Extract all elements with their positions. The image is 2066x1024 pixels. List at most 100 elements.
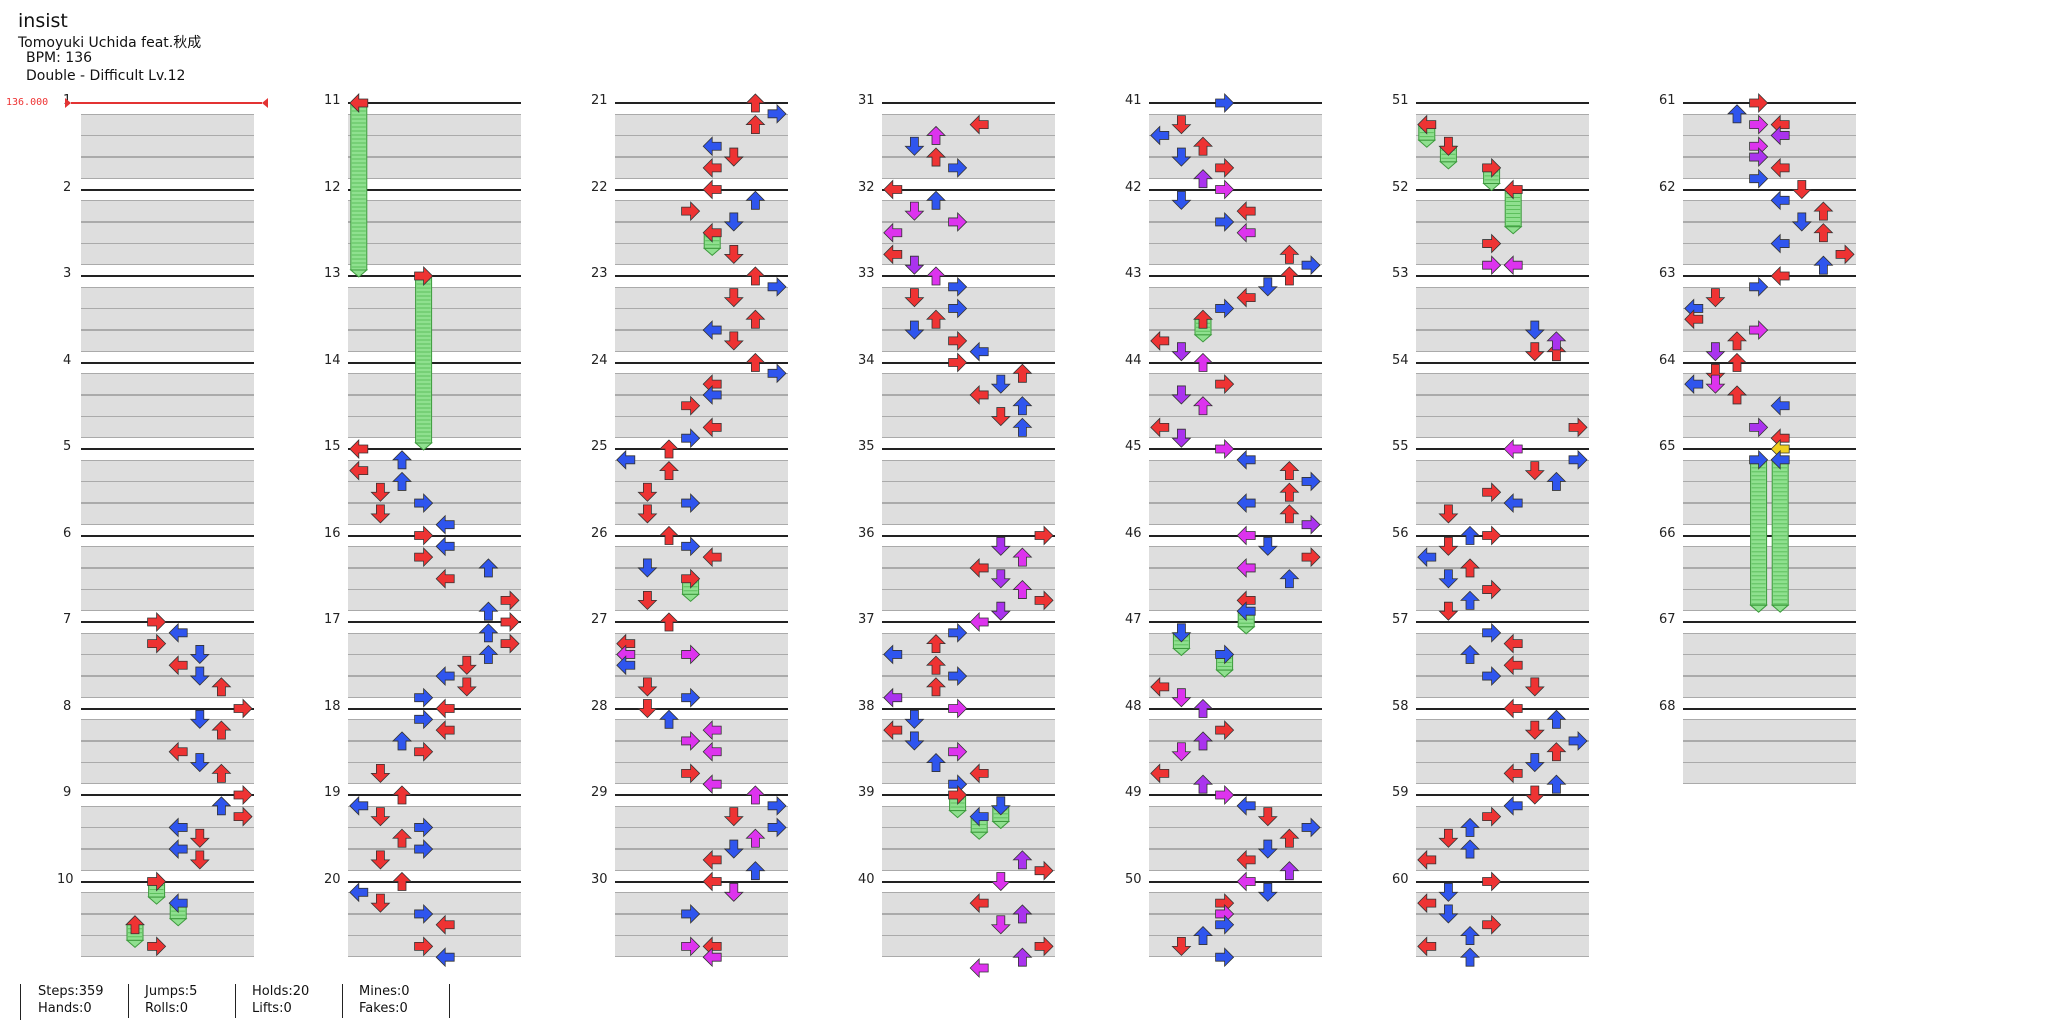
measure-number: 18	[324, 698, 341, 714]
beat-stripe	[882, 329, 1055, 352]
beat-stripe	[882, 935, 1055, 958]
measure-line	[615, 275, 788, 277]
measure	[1149, 188, 1322, 277]
measure-line	[1149, 621, 1322, 623]
beat-stripe	[81, 913, 254, 936]
beat-stripe	[615, 719, 788, 742]
beat-stripe	[882, 502, 1055, 525]
beat-stripe	[1416, 459, 1589, 482]
measure-line	[882, 102, 1055, 104]
measure-number: 4	[63, 352, 72, 368]
beat-stripe	[348, 286, 521, 309]
beat-stripe	[615, 935, 788, 958]
measure-number: 9	[63, 785, 72, 800]
measure-line	[348, 534, 521, 537]
measure-number: 38	[858, 698, 875, 714]
measure-line	[348, 188, 521, 191]
beat-stripe	[1416, 329, 1589, 352]
measure-line	[81, 361, 254, 364]
measure-number: 49	[1125, 785, 1142, 800]
beat-stripe	[1149, 135, 1322, 158]
beat-stripe	[882, 892, 1055, 915]
beat-stripe	[1683, 567, 1856, 590]
measure-line	[81, 534, 254, 537]
measure	[1683, 275, 1856, 363]
beat-stripe	[1149, 156, 1322, 179]
beat-stripe	[1683, 740, 1856, 763]
beat-stripe	[1416, 221, 1589, 244]
beat-stripe	[882, 113, 1055, 136]
beat-stripe	[348, 373, 521, 396]
measure-line	[1416, 707, 1589, 710]
beat-stripe	[348, 935, 521, 958]
beat-stripe	[81, 892, 254, 915]
beat-stripe	[1416, 546, 1589, 569]
beat-stripe	[615, 913, 788, 936]
measure-line	[1149, 880, 1322, 883]
song-difficulty: Double - Difficult Lv.12	[26, 68, 186, 84]
beat-stripe	[1149, 935, 1322, 958]
measure-line	[1416, 448, 1589, 450]
beat-stripe	[615, 481, 788, 504]
beat-stripe	[882, 589, 1055, 612]
measure-number: 40	[858, 871, 875, 887]
beat-stripe	[1416, 762, 1589, 785]
beat-stripe	[1683, 762, 1856, 785]
measure	[1149, 707, 1322, 796]
beat-stripe	[882, 762, 1055, 785]
beat-stripe	[1683, 632, 1856, 655]
beat-stripe	[1416, 913, 1589, 936]
beat-stripe	[615, 546, 788, 569]
measure-number: 39	[858, 785, 875, 800]
measure	[1416, 361, 1589, 450]
beat-stripe	[1416, 394, 1589, 417]
measure-line	[615, 102, 788, 104]
beat-stripe	[1416, 243, 1589, 266]
measure	[615, 361, 788, 450]
measure-line	[615, 448, 788, 450]
beat-stripe	[882, 827, 1055, 850]
beat-stripe	[81, 329, 254, 352]
beat-stripe	[81, 654, 254, 677]
beat-stripe	[882, 221, 1055, 244]
beat-stripe	[348, 719, 521, 742]
measure	[348, 621, 521, 709]
measure-line	[882, 275, 1055, 277]
beat-stripe	[81, 762, 254, 785]
beat-stripe	[1416, 740, 1589, 763]
measure-line	[1416, 275, 1589, 277]
beat-stripe	[81, 567, 254, 590]
stats-cell: Jumps:5 Rolls:0	[128, 984, 236, 1018]
beat-stripe	[348, 827, 521, 850]
beat-stripe	[1416, 935, 1589, 958]
beat-stripe	[1683, 135, 1856, 158]
measure	[1416, 102, 1589, 190]
beat-stripe	[1149, 589, 1322, 612]
measure-number: 47	[1125, 612, 1142, 627]
measure-line	[348, 880, 521, 883]
measure	[1149, 880, 1322, 969]
beat-stripe	[1149, 567, 1322, 590]
fakes-count: Fakes:0	[359, 1001, 408, 1016]
measure	[81, 621, 254, 709]
measure-number: 43	[1125, 266, 1142, 281]
song-bpm: BPM: 136	[26, 50, 93, 66]
measure	[81, 707, 254, 796]
measure	[348, 794, 521, 882]
beat-stripe	[348, 156, 521, 179]
measure-line	[615, 188, 788, 191]
song-title: insist	[18, 10, 68, 32]
beat-stripe	[1149, 762, 1322, 785]
measure	[81, 361, 254, 450]
beat-stripe	[348, 200, 521, 223]
beat-stripe	[615, 740, 788, 763]
measure-number: 26	[591, 525, 608, 541]
measure-line	[1149, 707, 1322, 710]
measure-line	[1683, 707, 1856, 710]
measure-number: 31	[858, 93, 875, 108]
measure-number: 36	[858, 525, 875, 541]
measure	[348, 188, 521, 277]
beat-stripe	[1683, 329, 1856, 352]
measure	[1416, 448, 1589, 536]
beat-stripe	[1416, 481, 1589, 504]
